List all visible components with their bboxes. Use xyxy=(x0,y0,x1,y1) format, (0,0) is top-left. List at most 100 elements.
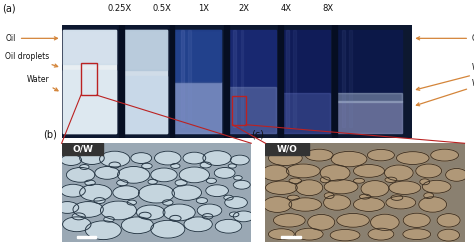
Bar xyxy=(224,25,226,138)
Ellipse shape xyxy=(262,165,289,181)
Bar xyxy=(119,25,122,138)
Circle shape xyxy=(200,162,211,168)
Circle shape xyxy=(163,200,173,205)
Bar xyxy=(64,30,116,133)
Circle shape xyxy=(63,217,91,232)
Circle shape xyxy=(179,167,210,183)
Bar xyxy=(122,25,124,138)
Bar xyxy=(181,30,184,127)
Text: (a): (a) xyxy=(2,3,16,13)
Circle shape xyxy=(230,155,249,165)
Circle shape xyxy=(155,151,181,165)
Text: (c): (c) xyxy=(252,129,264,139)
Circle shape xyxy=(104,217,114,222)
Ellipse shape xyxy=(354,165,384,177)
Circle shape xyxy=(172,185,201,200)
Circle shape xyxy=(100,201,137,220)
Circle shape xyxy=(234,176,242,180)
Bar xyxy=(240,30,243,127)
Ellipse shape xyxy=(403,229,431,240)
Bar xyxy=(188,30,191,127)
Circle shape xyxy=(121,217,154,234)
Bar xyxy=(172,82,221,133)
Ellipse shape xyxy=(286,164,320,178)
Text: 2X: 2X xyxy=(238,4,249,13)
Bar xyxy=(64,70,116,133)
Circle shape xyxy=(56,202,79,213)
Circle shape xyxy=(224,195,233,200)
Ellipse shape xyxy=(268,229,294,240)
Circle shape xyxy=(170,215,181,221)
Text: Water droplets: Water droplets xyxy=(417,63,474,90)
Circle shape xyxy=(94,198,105,204)
Circle shape xyxy=(138,184,174,203)
Bar xyxy=(227,25,228,138)
Ellipse shape xyxy=(263,197,292,212)
Bar xyxy=(227,87,275,133)
Circle shape xyxy=(61,184,85,197)
Ellipse shape xyxy=(268,151,302,165)
Bar xyxy=(286,30,289,127)
Ellipse shape xyxy=(391,195,403,200)
Circle shape xyxy=(225,197,247,208)
Circle shape xyxy=(113,186,139,200)
Ellipse shape xyxy=(305,149,333,161)
Circle shape xyxy=(202,214,213,219)
Text: W/O: W/O xyxy=(277,145,298,154)
Circle shape xyxy=(80,165,89,169)
Circle shape xyxy=(175,180,187,186)
Ellipse shape xyxy=(308,214,335,230)
Circle shape xyxy=(80,152,104,165)
Text: O/W: O/W xyxy=(72,145,93,154)
Text: 1X: 1X xyxy=(198,4,209,13)
Bar xyxy=(123,30,167,70)
Ellipse shape xyxy=(424,193,434,199)
Ellipse shape xyxy=(420,179,429,185)
Ellipse shape xyxy=(330,229,360,241)
Bar xyxy=(64,30,116,64)
Circle shape xyxy=(139,212,151,219)
Text: 0.25X: 0.25X xyxy=(108,4,132,13)
Ellipse shape xyxy=(431,149,458,161)
Ellipse shape xyxy=(446,168,467,181)
Ellipse shape xyxy=(273,214,305,227)
Bar xyxy=(282,236,301,238)
Text: Water: Water xyxy=(416,79,474,106)
Ellipse shape xyxy=(361,181,389,197)
Ellipse shape xyxy=(368,228,394,240)
Ellipse shape xyxy=(354,178,365,183)
Text: Oil: Oil xyxy=(6,34,57,43)
Ellipse shape xyxy=(416,164,442,178)
Ellipse shape xyxy=(354,198,384,211)
Circle shape xyxy=(131,153,152,164)
Circle shape xyxy=(215,219,242,233)
Ellipse shape xyxy=(371,214,399,230)
Ellipse shape xyxy=(296,180,323,196)
Circle shape xyxy=(151,168,177,182)
Circle shape xyxy=(137,205,165,220)
Ellipse shape xyxy=(331,151,367,167)
Circle shape xyxy=(151,220,185,238)
Bar xyxy=(172,25,174,138)
Circle shape xyxy=(80,184,112,201)
Bar xyxy=(335,30,402,133)
Ellipse shape xyxy=(437,214,460,227)
Ellipse shape xyxy=(419,197,447,212)
Circle shape xyxy=(66,167,95,182)
Ellipse shape xyxy=(386,196,416,209)
Circle shape xyxy=(142,163,152,169)
Ellipse shape xyxy=(403,213,430,227)
Bar xyxy=(349,30,352,127)
Circle shape xyxy=(118,166,150,183)
Bar xyxy=(62,143,103,155)
Ellipse shape xyxy=(320,165,350,181)
Ellipse shape xyxy=(422,180,451,193)
Ellipse shape xyxy=(438,229,459,241)
Ellipse shape xyxy=(384,165,413,181)
Circle shape xyxy=(61,155,82,165)
Text: 0.5X: 0.5X xyxy=(152,4,171,13)
Bar xyxy=(123,30,167,133)
Circle shape xyxy=(196,198,208,204)
Bar xyxy=(332,25,335,138)
Ellipse shape xyxy=(289,198,321,211)
